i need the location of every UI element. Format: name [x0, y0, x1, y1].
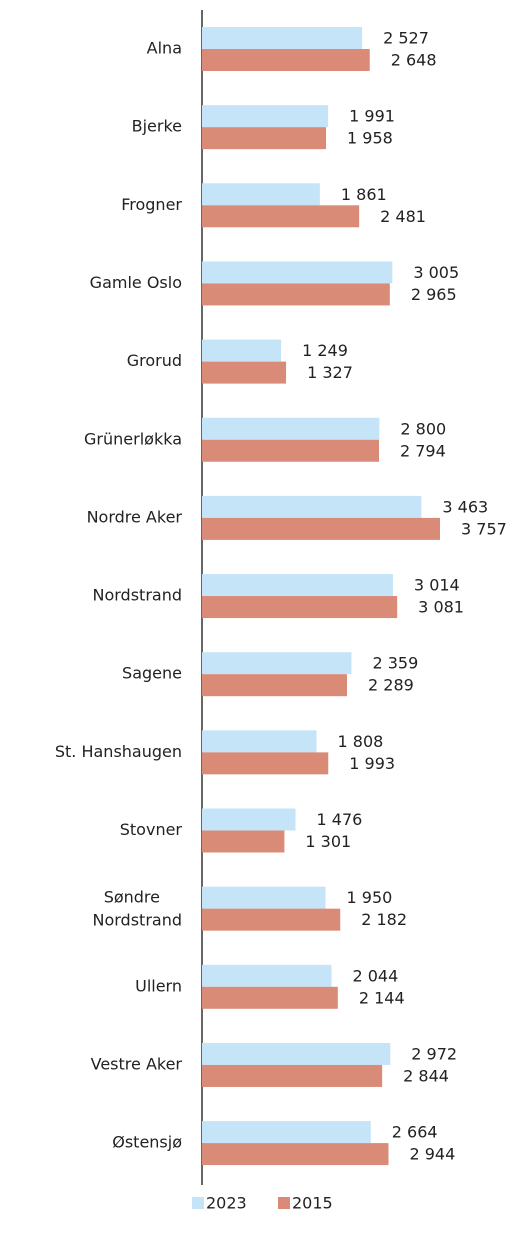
- value-label: 3 005: [413, 263, 459, 282]
- bar: [202, 1064, 383, 1087]
- value-label: 2 144: [359, 988, 405, 1007]
- value-label: 2 944: [409, 1145, 455, 1164]
- bar: [202, 261, 393, 284]
- category-label: Søndre Nordstrand: [93, 887, 183, 929]
- bar: [202, 908, 341, 931]
- category-label: Vestre Aker: [91, 1054, 183, 1073]
- bar: [202, 596, 398, 619]
- bar: [202, 49, 370, 71]
- value-label: 2 527: [383, 29, 429, 48]
- bar: [202, 127, 327, 150]
- value-label: 3 463: [442, 497, 488, 516]
- bar: [202, 1121, 371, 1144]
- value-label: 1 861: [341, 185, 387, 204]
- category-label-line: Søndre: [104, 887, 160, 906]
- bar: [202, 752, 329, 775]
- bar: [202, 417, 380, 440]
- bar: [202, 808, 296, 831]
- category-label: Grorud: [127, 351, 182, 370]
- category-label: Bjerke: [132, 117, 182, 136]
- value-label: 2 800: [400, 419, 446, 438]
- bar: [202, 183, 320, 206]
- category-label: Sagene: [122, 664, 182, 683]
- bar: [202, 574, 393, 597]
- bar: [202, 439, 379, 462]
- bar: [202, 1042, 391, 1065]
- value-label: 2 359: [372, 654, 418, 673]
- value-label: 2 664: [392, 1123, 438, 1142]
- bar: [202, 730, 317, 753]
- bar: [202, 361, 287, 384]
- category-label: Alna: [147, 39, 182, 58]
- category-label: Nordre Aker: [87, 507, 183, 526]
- value-label: 2 182: [361, 910, 407, 929]
- value-label: 1 249: [302, 341, 348, 360]
- value-label: 2 965: [411, 285, 457, 304]
- value-label: 2 289: [368, 676, 414, 695]
- legend-swatch: [192, 1197, 204, 1209]
- value-label: 2 648: [391, 51, 437, 70]
- value-label: 2 044: [352, 966, 398, 985]
- value-label: 1 950: [347, 888, 393, 907]
- bar: [202, 1143, 389, 1166]
- legend-swatch: [278, 1197, 290, 1209]
- category-label: Nordstrand: [93, 586, 183, 605]
- value-label: 3 081: [418, 598, 464, 617]
- category-label: Gamle Oslo: [90, 273, 182, 292]
- value-label: 2 481: [380, 207, 426, 226]
- legend-label: 2023: [206, 1194, 247, 1213]
- value-label: 3 757: [461, 519, 507, 538]
- category-label: Østensjø: [112, 1133, 182, 1152]
- bar: [202, 674, 348, 697]
- bar: [202, 517, 440, 540]
- bar: [202, 652, 352, 675]
- bar: [202, 886, 326, 909]
- value-label: 1 958: [347, 129, 393, 148]
- value-label: 1 808: [338, 732, 384, 751]
- value-label: 3 014: [414, 576, 460, 595]
- category-label: Stovner: [120, 820, 183, 839]
- value-label: 1 993: [349, 754, 395, 773]
- category-label: Grünerløkka: [84, 429, 182, 448]
- bar: [202, 205, 360, 228]
- value-label: 1 991: [349, 107, 395, 126]
- value-label: 1 327: [307, 363, 353, 382]
- bar: [202, 283, 390, 306]
- value-label: 2 844: [403, 1066, 449, 1085]
- bar: [202, 105, 329, 128]
- bar: [202, 27, 363, 49]
- value-label: 2 972: [411, 1044, 457, 1063]
- value-label: 1 301: [305, 832, 351, 851]
- bar: [202, 986, 338, 1009]
- bar: [202, 830, 285, 853]
- category-label-line: Nordstrand: [93, 910, 183, 929]
- legend-label: 2015: [292, 1194, 333, 1213]
- category-label: Ullern: [135, 976, 182, 995]
- bar: [202, 964, 332, 987]
- value-label: 1 476: [317, 810, 363, 829]
- bar: [202, 495, 422, 518]
- category-label: St. Hanshaugen: [55, 742, 182, 761]
- bar: [202, 339, 282, 362]
- value-label: 2 794: [400, 441, 446, 460]
- category-label: Frogner: [121, 195, 182, 214]
